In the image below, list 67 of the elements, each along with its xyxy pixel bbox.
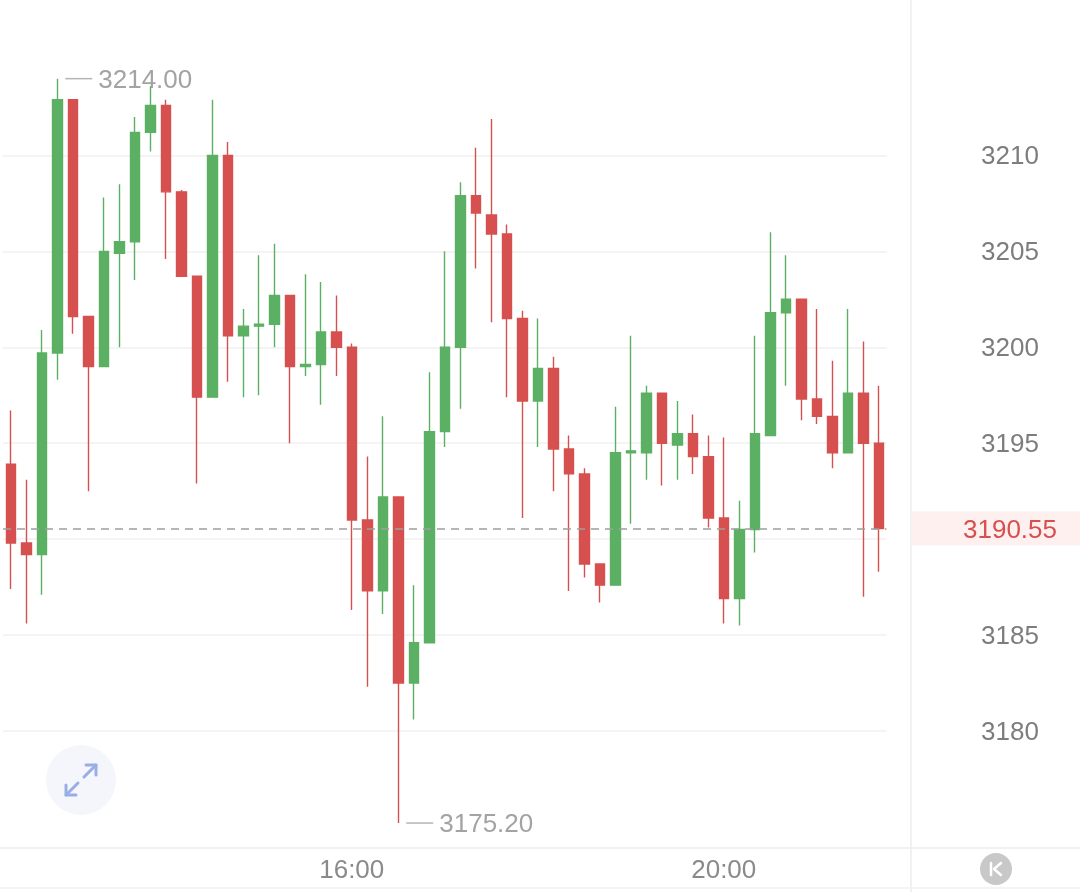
- candlestick: [485, 118, 498, 324]
- candlestick: [857, 340, 870, 598]
- candlestick: [129, 116, 141, 281]
- y-tick-label: 3180: [981, 715, 1039, 746]
- candlestick: [206, 99, 219, 398]
- candlestick: [315, 281, 327, 406]
- candlestick: [330, 294, 343, 377]
- candlestick: [237, 308, 250, 398]
- candlestick: [82, 315, 95, 492]
- candlestick: [408, 584, 420, 721]
- candlestick: [532, 317, 544, 448]
- y-tick-label: 3205: [981, 236, 1039, 267]
- candlestick: [842, 308, 854, 454]
- candlestick: [346, 342, 358, 611]
- candlestick: [98, 196, 110, 368]
- candlestick: [547, 356, 560, 492]
- candlestick: [811, 308, 823, 425]
- candlestick: [516, 310, 529, 519]
- candlestick: [454, 181, 467, 410]
- x-tick-label: 16:00: [319, 854, 385, 884]
- candlestick: [640, 384, 653, 481]
- y-tick-label: 3185: [981, 620, 1039, 651]
- annotation: 3175.20: [439, 808, 534, 839]
- candlestick: [594, 563, 606, 604]
- candlestick: [67, 99, 79, 335]
- candlestick: [222, 141, 234, 383]
- y-tick-label: 3210: [981, 140, 1039, 171]
- candlestick: [780, 254, 792, 387]
- candlestick: [501, 223, 513, 398]
- candlestick: [656, 392, 668, 487]
- candlestick: [563, 434, 575, 592]
- candlestick: [826, 359, 839, 469]
- candlestick: [299, 273, 312, 377]
- x-tick-label: 20:00: [691, 854, 757, 884]
- candlestick: [718, 436, 730, 625]
- candlestick: [795, 298, 808, 421]
- candlestick: [687, 413, 699, 475]
- candlestick: [749, 335, 761, 554]
- y-tick-label: 3200: [981, 332, 1039, 363]
- candlestick: [284, 294, 296, 444]
- candlestick: [191, 275, 203, 485]
- candlestick: [439, 250, 451, 448]
- candlestick: [20, 478, 33, 625]
- ref-line-label: 3190.55: [963, 513, 1057, 544]
- candlestick: [113, 183, 126, 348]
- candlestick: [609, 406, 622, 586]
- candlestick: [873, 384, 885, 573]
- candlestick: [702, 434, 715, 529]
- candlestick: [671, 400, 684, 481]
- candlestick: [175, 189, 188, 277]
- candlestick: [51, 77, 64, 381]
- candlestick: [253, 254, 265, 396]
- candlestick: [733, 500, 746, 627]
- candlestick: [377, 415, 389, 615]
- candlestick: [423, 371, 436, 644]
- y-tick-label: 3195: [981, 428, 1039, 459]
- candlestick: [361, 455, 374, 688]
- candlestick: [392, 496, 405, 824]
- candlestick: [470, 147, 482, 270]
- candlestick: [764, 231, 777, 437]
- candlestick: [5, 409, 17, 590]
- candlestick: [36, 329, 48, 596]
- candlestick: [160, 99, 172, 260]
- candlestick: [625, 335, 637, 525]
- annotation: 3214.00: [98, 63, 193, 94]
- candlestick: [578, 467, 591, 579]
- candlestick: [268, 242, 281, 348]
